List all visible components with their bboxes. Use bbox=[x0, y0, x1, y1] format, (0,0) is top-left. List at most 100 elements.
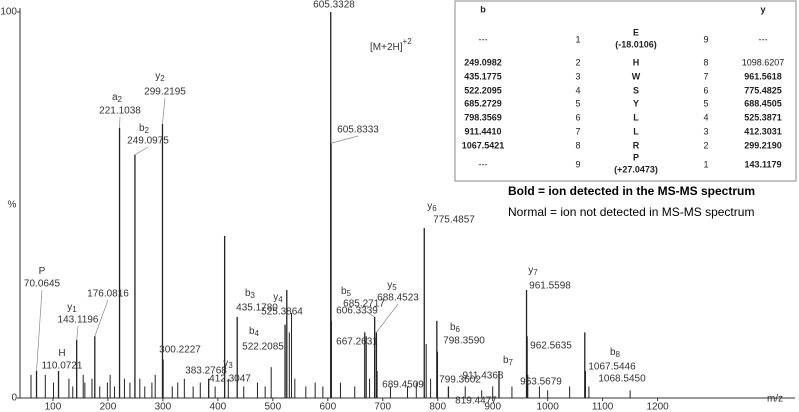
ion-name: a bbox=[112, 92, 118, 103]
residue: H bbox=[633, 57, 640, 67]
peak-label: 961.5598 bbox=[529, 281, 571, 292]
b-index: 9 bbox=[575, 159, 580, 169]
ion-index: 4 bbox=[278, 295, 283, 304]
y-index: 6 bbox=[703, 85, 708, 95]
y-ion: 525.3871 bbox=[744, 112, 782, 122]
b-ion: --- bbox=[479, 34, 488, 44]
table-header: y bbox=[760, 4, 765, 14]
ion-name: b bbox=[503, 355, 509, 366]
y-axis-label: % bbox=[8, 200, 17, 211]
peak-label: 667.2631 bbox=[336, 337, 378, 348]
ion-name: y bbox=[387, 280, 392, 291]
ion-label: y4 bbox=[273, 292, 283, 304]
y-index: 8 bbox=[703, 57, 708, 67]
b-ion: 249.0982 bbox=[464, 57, 502, 67]
peak-label: 110.0721 bbox=[42, 361, 83, 372]
annotation-text: [M+2H] bbox=[370, 42, 403, 53]
ion-name: y bbox=[427, 201, 432, 212]
x-tick-label: 300 bbox=[155, 402, 172, 412]
ion-label: b3 bbox=[245, 288, 256, 300]
ion-name: P bbox=[39, 266, 46, 277]
modification: (-18.0106) bbox=[615, 39, 657, 49]
b-ion: 1067.5421 bbox=[462, 140, 505, 150]
residue: L bbox=[633, 112, 639, 122]
ion-index: 4 bbox=[255, 329, 260, 338]
ion-label: b7 bbox=[503, 355, 514, 367]
b-index: 2 bbox=[575, 57, 580, 67]
leader-line bbox=[376, 303, 399, 333]
peak-label: 412.3047 bbox=[209, 374, 251, 385]
peak-label: 798.3590 bbox=[443, 336, 485, 347]
y-ion: 775.4825 bbox=[744, 85, 782, 95]
ion-name: y bbox=[155, 71, 160, 82]
ion-label: b8 bbox=[610, 347, 621, 359]
leader-line bbox=[162, 97, 166, 124]
ion-index: 1 bbox=[72, 305, 77, 314]
leader-line bbox=[330, 135, 359, 144]
ion-label: y2 bbox=[155, 71, 165, 83]
leader-line bbox=[363, 309, 375, 318]
x-tick-label: 800 bbox=[429, 402, 446, 412]
ion-label: H bbox=[58, 348, 65, 359]
y-ion: 1098.6207 bbox=[742, 57, 785, 67]
ion-name: b bbox=[450, 322, 456, 333]
peak-label: 1067.5446 bbox=[588, 362, 636, 373]
ion-index: 8 bbox=[616, 350, 621, 359]
b-index: 6 bbox=[575, 112, 580, 122]
ion-label: y5 bbox=[387, 280, 397, 292]
ion-name: y bbox=[223, 358, 228, 369]
ion-name: H bbox=[58, 348, 65, 359]
b-ion: 435.1775 bbox=[464, 71, 502, 81]
peak-label: 775.4857 bbox=[433, 215, 475, 226]
residue: S bbox=[633, 85, 639, 95]
peak-label: 176.0816 bbox=[87, 289, 129, 300]
ion-index: 5 bbox=[347, 289, 352, 298]
peak-label: 605.8333 bbox=[337, 125, 379, 136]
ion-name: y bbox=[67, 302, 72, 313]
peak-label: 963.5679 bbox=[520, 377, 562, 388]
peak-label: 300.2227 bbox=[159, 345, 201, 356]
b-ion: --- bbox=[479, 159, 488, 169]
peak-label: 143.1196 bbox=[58, 315, 99, 326]
b-index: 3 bbox=[575, 71, 580, 81]
peak-label: 522.2085 bbox=[242, 342, 284, 353]
leader-line bbox=[94, 299, 109, 337]
x-tick-label: 500 bbox=[264, 402, 281, 412]
b-index: 8 bbox=[575, 140, 580, 150]
y-index: 4 bbox=[703, 112, 708, 122]
peak-label: 911.4368 bbox=[463, 371, 504, 382]
b-ion: 685.2729 bbox=[464, 98, 502, 108]
modification: (+27.0473) bbox=[614, 164, 658, 174]
y-ion: 961.5618 bbox=[744, 71, 782, 81]
annotation: [M+2H]+2 bbox=[370, 37, 412, 53]
b-index: 1 bbox=[575, 34, 580, 44]
peak-label: 685.2717 bbox=[343, 299, 385, 310]
ion-index: 3 bbox=[251, 291, 256, 300]
ion-label: a2 bbox=[112, 92, 123, 104]
x-tick-label: 1100 bbox=[592, 402, 614, 412]
peak-label: 1068.5450 bbox=[598, 374, 646, 385]
ion-label: y1 bbox=[67, 302, 77, 314]
residue: Y bbox=[633, 98, 639, 108]
legend-normal: Normal = ion not detected in MS-MS spect… bbox=[508, 205, 754, 219]
x-tick-label: 1200 bbox=[646, 402, 669, 412]
ion-index: 2 bbox=[118, 95, 123, 104]
peak-label: 605.3328 bbox=[313, 0, 355, 11]
y-ion: --- bbox=[759, 34, 768, 44]
y-index: 2 bbox=[703, 140, 708, 150]
b-ion: 798.3569 bbox=[464, 112, 502, 122]
ion-name: b bbox=[249, 326, 255, 337]
ion-label: y3 bbox=[223, 358, 233, 370]
peak-label: 249.0975 bbox=[127, 136, 169, 147]
leader-line bbox=[76, 325, 79, 341]
ion-name: b bbox=[610, 347, 616, 358]
table-header: b bbox=[480, 4, 486, 14]
b-ion: 522.2095 bbox=[464, 85, 502, 95]
x-tick-label: 600 bbox=[319, 402, 336, 412]
x-tick-label: 1000 bbox=[537, 402, 560, 412]
y-tick-label: 100 bbox=[0, 7, 17, 18]
peak-label: 525.3864 bbox=[261, 307, 303, 318]
peak-label: 435.1780 bbox=[236, 303, 278, 314]
residue: L bbox=[633, 126, 639, 136]
ion-index: 2 bbox=[160, 74, 165, 83]
